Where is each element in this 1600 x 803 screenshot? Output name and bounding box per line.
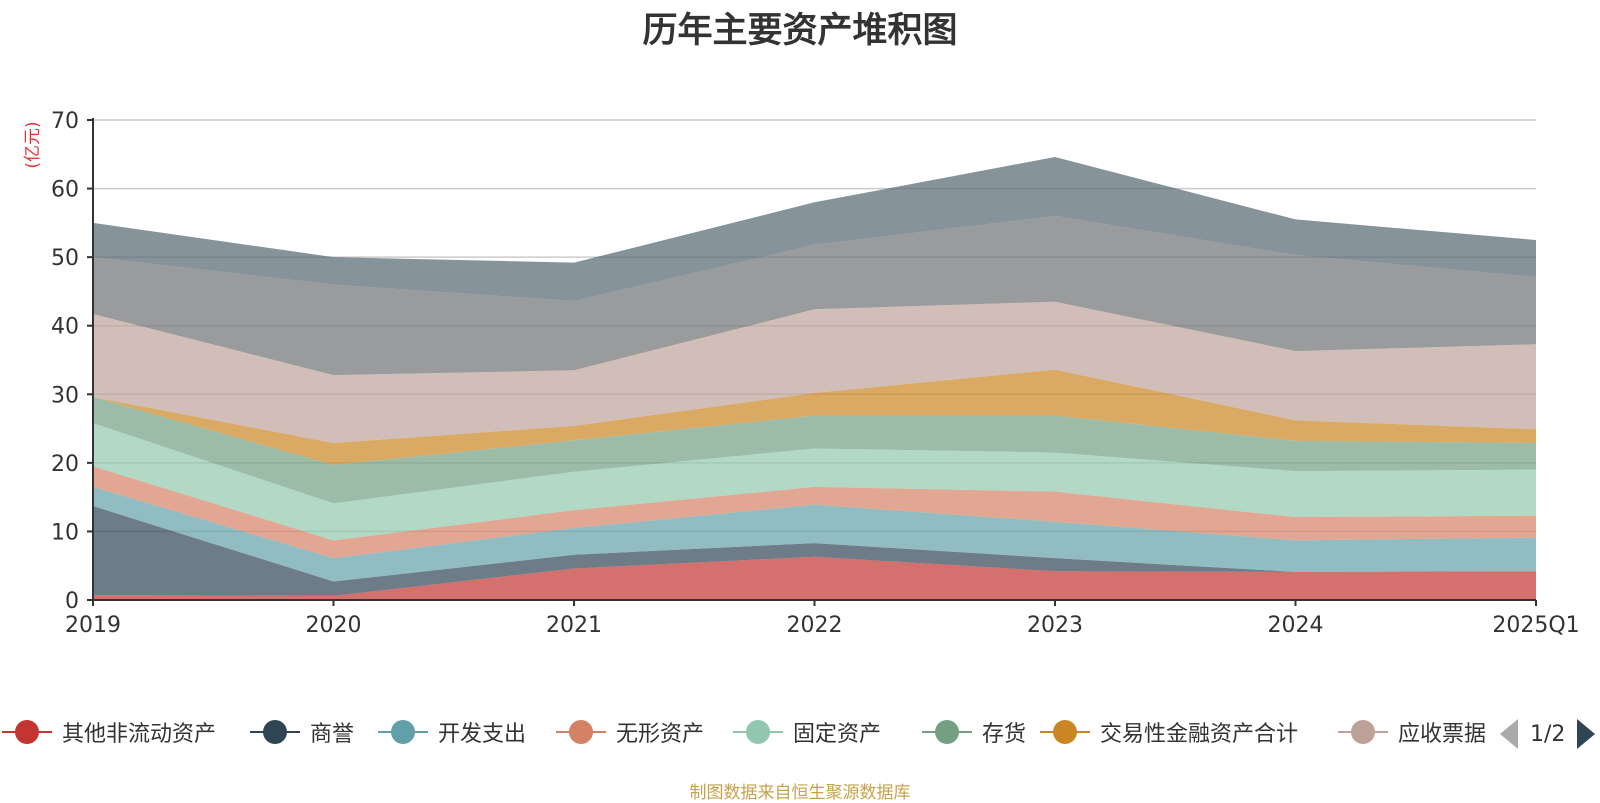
area-series-5 [93,397,1536,504]
legend: 其他非流动资产 商誉 开发支出 无形资产 固定资产 存货 交易性金融资产合计 应收票据 [0,712,1600,752]
legend-pager: 1/2 [1500,716,1596,752]
x-tick-labels: 2019 2020 2021 2022 2023 2024 2025Q1 [65,600,1580,638]
x-tick-label-2021: 2021 [546,613,602,638]
x-tick-label-2023: 2023 [1027,613,1083,638]
legend-marker-icon [1040,712,1090,752]
y-tick-label-60: 60 [51,178,79,203]
area-series [93,157,1536,600]
stacked-area-chart: 0 10 20 30 40 50 60 70 2019 2020 2021 2022 2023 2024… [23,109,1580,638]
area-series-1 [93,506,1536,596]
y-tick-label-40: 40 [51,315,79,340]
y-axis-label: (亿元) [23,121,43,168]
legend-item-1[interactable]: 商誉 [250,712,354,752]
area-series-0 [93,556,1536,600]
y-tick-label-10: 10 [51,520,79,545]
legend-item-3[interactable]: 无形资产 [556,712,704,752]
legend-item-7[interactable]: 应收票据 [1338,712,1488,752]
legend-label: 应收票据 [1398,722,1487,747]
y-tick-label-30: 30 [51,383,79,408]
x-tick-label-2022: 2022 [787,613,843,638]
legend-label: 固定资产 [793,722,882,747]
area-series-6 [93,369,1536,465]
legend-marker-icon [733,712,783,752]
legend-item-6[interactable]: 交易性金融资产合计 [1040,712,1298,752]
legend-item-4[interactable]: 固定资产 [733,712,881,752]
legend-marker-icon [922,712,972,752]
y-tick-label-50: 50 [51,246,79,271]
legend-marker-icon [556,712,606,752]
chart-title: 历年主要资产堆积图 [642,11,958,51]
legend-label: 开发支出 [438,722,527,747]
legend-marker-icon [250,712,300,752]
x-tick-label-2025Q1: 2025Q1 [1492,613,1579,638]
data-source-note: 制图数据来自恒生聚源数据库 [689,783,911,803]
legend-label: 存货 [982,722,1027,747]
y-tick-labels: 0 10 20 30 40 50 60 70 [51,109,93,614]
legend-label: 其他非流动资产 [62,722,217,747]
area-series-9 [93,157,1536,302]
legend-item-5[interactable]: 存货 [922,712,1026,752]
legend-marker-icon [2,712,52,752]
legend-item-0[interactable]: 其他非流动资产 [2,712,216,752]
x-tick-label-2019: 2019 [65,613,121,638]
legend-page-indicator: 1/2 [1530,721,1566,747]
legend-marker-icon [378,712,428,752]
legend-label: 无形资产 [616,722,705,747]
y-tick-label-0: 0 [65,589,79,614]
legend-next-page-icon[interactable] [1577,719,1596,749]
area-series-7 [93,301,1536,443]
area-series-4 [93,423,1536,541]
area-series-2 [93,486,1536,582]
legend-prev-page-icon[interactable] [1500,719,1518,749]
legend-item-2[interactable]: 开发支出 [378,712,526,752]
legend-label: 商誉 [310,722,355,747]
x-tick-label-2020: 2020 [306,613,362,638]
legend-marker-icon [1338,712,1388,752]
x-tick-label-2024: 2024 [1268,613,1324,638]
y-tick-label-70: 70 [51,109,79,134]
legend-label: 交易性金融资产合计 [1100,722,1299,747]
area-series-3 [93,466,1536,559]
y-tick-label-20: 20 [51,452,79,477]
area-series-8 [93,216,1536,376]
